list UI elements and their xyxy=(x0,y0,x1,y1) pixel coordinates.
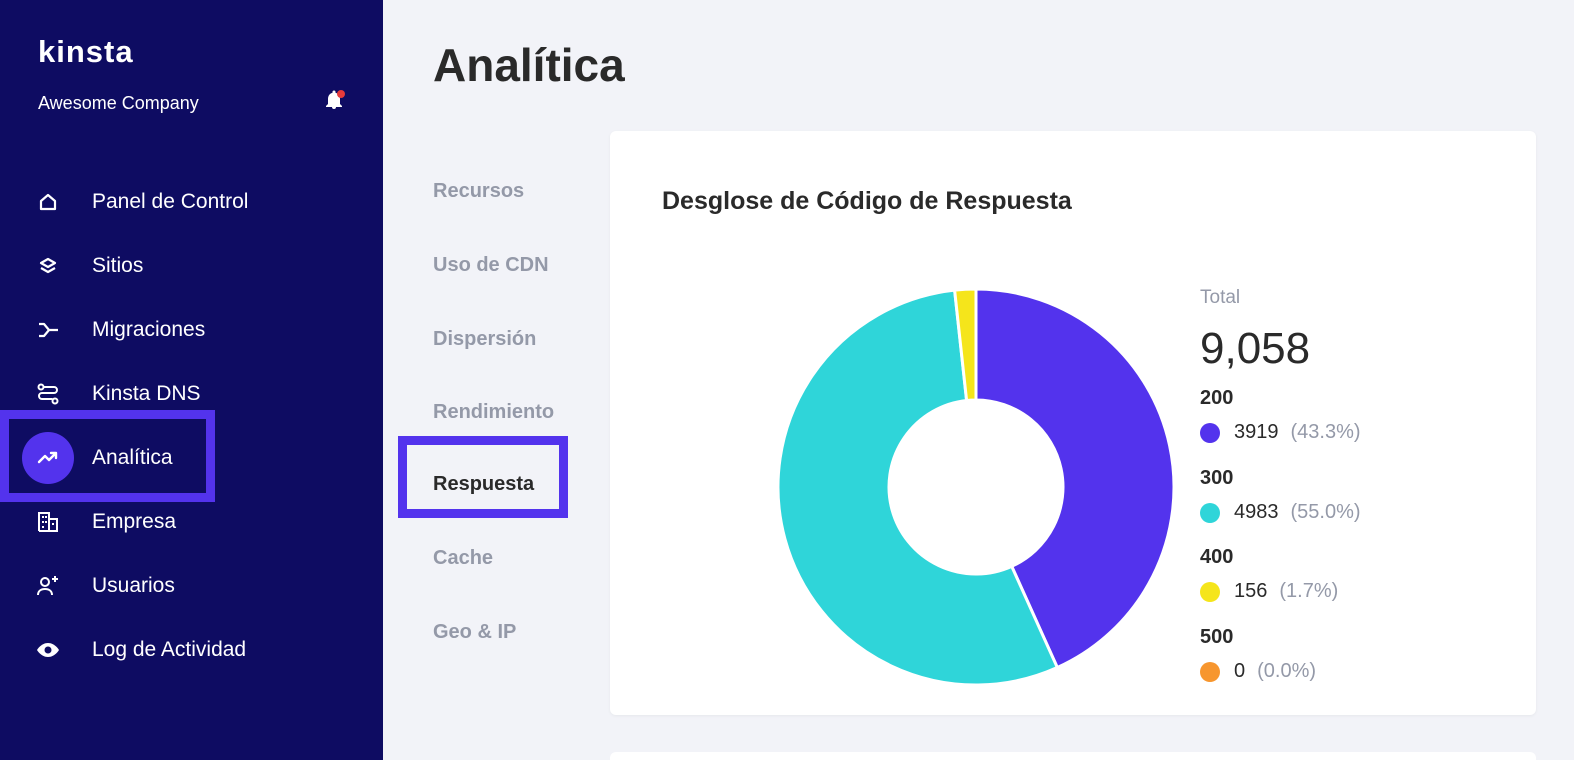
sidebar-item-label: Sitios xyxy=(92,254,144,277)
trending-up-icon xyxy=(22,432,74,484)
tab-cache[interactable]: Cache xyxy=(433,547,494,569)
sidebar-item-panel-de-control[interactable]: Panel de Control xyxy=(0,170,383,234)
sidebar-item-migraciones[interactable]: Migraciones xyxy=(0,298,383,362)
building-icon xyxy=(22,496,74,548)
legend-row: 3919 (43.3%) xyxy=(1200,421,1361,444)
card-title: Desglose de Código de Respuesta xyxy=(662,187,1072,215)
tab-uso-de-cdn[interactable]: Uso de CDN xyxy=(433,254,549,276)
layers-icon xyxy=(22,240,74,292)
sidebar: kinsta Awesome Company Panel de Control … xyxy=(0,0,383,760)
legend-code-label: 200 xyxy=(1200,387,1234,409)
company-name[interactable]: Awesome Company xyxy=(38,93,199,113)
tab-rendimiento[interactable]: Rendimiento xyxy=(433,401,555,423)
legend-dot xyxy=(1200,661,1220,682)
total-label: Total xyxy=(1200,287,1241,308)
tab-respuesta[interactable]: Respuesta xyxy=(433,473,535,495)
legend-dot xyxy=(1200,502,1220,523)
donut-slice-300[interactable] xyxy=(778,289,1060,685)
donut-slice-400[interactable] xyxy=(952,289,978,403)
legend-row: 4983 (55.0%) xyxy=(1200,501,1361,524)
legend-percent: (43.3%) xyxy=(1290,421,1361,443)
legend-dot xyxy=(1200,422,1220,443)
sidebar-item-label: Empresa xyxy=(92,510,177,533)
legend-code-label: 300 xyxy=(1200,467,1234,489)
sidebar-item-usuarios[interactable]: Usuarios xyxy=(0,554,383,618)
dns-icon xyxy=(22,368,74,420)
sidebar-item-label: Analítica xyxy=(92,446,173,469)
response-code-donut-chart xyxy=(778,289,1174,685)
tab-recursos[interactable]: Recursos xyxy=(433,180,525,202)
sidebar-item-label: Kinsta DNS xyxy=(92,382,201,405)
legend-dot xyxy=(1200,581,1220,602)
eye-icon xyxy=(22,624,74,676)
page-title: Analítica xyxy=(433,39,625,91)
legend-percent: (55.0%) xyxy=(1290,501,1361,523)
legend-percent: (0.0%) xyxy=(1257,660,1317,682)
legend-count: 4983 xyxy=(1234,501,1279,523)
sidebar-item-kinsta-dns[interactable]: Kinsta DNS xyxy=(0,362,383,426)
migration-icon xyxy=(22,304,74,356)
sidebar-item-empresa[interactable]: Empresa xyxy=(0,490,383,554)
sidebar-item-label: Log de Actividad xyxy=(92,638,247,661)
sidebar-item-label: Usuarios xyxy=(92,574,175,597)
next-card xyxy=(610,752,1536,760)
sidebar-item-log-de-actividad[interactable]: Log de Actividad xyxy=(0,618,383,682)
donut-slice-200[interactable] xyxy=(974,289,1174,670)
notification-dot xyxy=(337,90,345,98)
sidebar-item-analitica[interactable]: Analítica xyxy=(0,426,383,490)
legend-row: 156 (1.7%) xyxy=(1200,580,1338,603)
legend-count: 0 xyxy=(1234,660,1246,682)
kinsta-logo[interactable]: kinsta xyxy=(38,34,134,69)
sidebar-item-sitios[interactable]: Sitios xyxy=(0,234,383,298)
add-user-icon xyxy=(22,560,74,612)
sidebar-item-label: Panel de Control xyxy=(92,190,249,213)
sidebar-item-label: Migraciones xyxy=(92,318,206,341)
tab-dispersion[interactable]: Dispersión xyxy=(433,328,537,350)
legend-percent: (1.7%) xyxy=(1279,580,1339,602)
legend-row: 0 (0.0%) xyxy=(1200,660,1316,683)
home-icon xyxy=(22,176,74,228)
legend-count: 3919 xyxy=(1234,421,1279,443)
total-value: 9,058 xyxy=(1200,324,1311,373)
notification-bell-icon[interactable] xyxy=(322,88,346,112)
tab-geo-ip[interactable]: Geo & IP xyxy=(433,621,517,643)
response-code-card: Desglose de Código de Respuesta Total 9,… xyxy=(610,131,1536,715)
legend-code-label: 500 xyxy=(1200,626,1234,648)
legend-count: 156 xyxy=(1234,580,1268,602)
legend-code-label: 400 xyxy=(1200,546,1234,568)
